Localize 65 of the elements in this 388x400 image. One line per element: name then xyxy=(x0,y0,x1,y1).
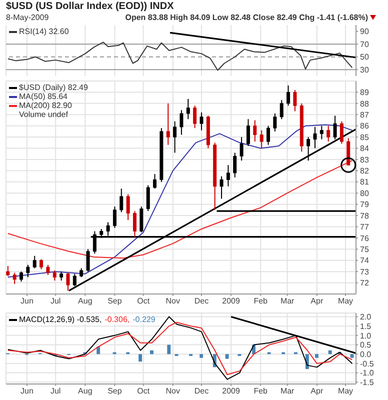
legend-label: RSI(14) 32.60 xyxy=(19,27,69,36)
y-tick-label: 73 xyxy=(360,267,370,276)
y-tick-label: 85 xyxy=(360,132,370,142)
y-tick-label: 82 xyxy=(360,166,370,176)
x-tick-label: Sep xyxy=(108,386,122,396)
x-tick-label: 2009 xyxy=(222,296,241,306)
x-tick-label: Feb xyxy=(254,296,268,306)
text: Open 83.88 High 84.09 Low 82.48 Close 82.49 Chg -1.41 (-1.68%) xyxy=(125,13,368,22)
x-tick-label: Feb xyxy=(254,386,268,396)
y-tick-label: -1.0 xyxy=(360,368,374,378)
y-tick-label: 75 xyxy=(360,245,370,254)
x-tick-label: Mar xyxy=(280,386,295,396)
x-tick-label: Jul xyxy=(50,296,61,306)
y-tick-label: 2.0 xyxy=(360,312,372,322)
y-tick-label: 77 xyxy=(360,222,370,232)
y-tick-label: 87 xyxy=(360,110,370,120)
x-tick-label: Dec xyxy=(194,296,209,306)
x-tick-label: Oct xyxy=(137,296,150,306)
x-tick-label: Nov xyxy=(166,386,180,396)
x-tick-label: Dec xyxy=(194,386,209,396)
series-label: -0.306, xyxy=(104,315,130,324)
y-tick-label: 90 xyxy=(360,27,370,36)
y-tick-label: 86 xyxy=(360,122,370,131)
chart-subtitle: 8-May-2009 xyxy=(6,13,49,22)
x-tick-label: 2009 xyxy=(222,386,241,396)
y-tick-label: 78 xyxy=(360,211,370,220)
y-tick-label: 1.5 xyxy=(360,322,372,331)
legend-label: $USD (Daily) 82.49 xyxy=(19,83,88,92)
y-tick-label: 30 xyxy=(360,65,370,74)
chart-title: $USD (US Dollar Index (EOD)) INDX xyxy=(6,1,174,12)
legend-label: MA(200) 82.90 xyxy=(19,101,72,110)
y-tick-label: 1.0 xyxy=(360,331,372,340)
x-tick-label: Jun xyxy=(20,386,34,396)
y-tick-label: 89 xyxy=(360,88,370,98)
x-tick-label: Apr xyxy=(310,296,324,306)
x-tick-label: Jun xyxy=(20,296,34,306)
y-tick-label: -1.5 xyxy=(360,378,374,387)
x-tick-label: Jul xyxy=(50,386,61,396)
x-tick-label: May xyxy=(338,296,354,306)
y-tick-label: 0.5 xyxy=(360,340,372,350)
x-tick-label: Sep xyxy=(108,296,122,306)
x-tick-label: Mar xyxy=(280,296,295,306)
x-tick-label: Apr xyxy=(310,386,324,396)
legend-label: MACD(12,26,9) -0.535, xyxy=(19,315,102,324)
legend-label: MA(50) 85.64 xyxy=(19,92,68,101)
x-tick-label: Aug xyxy=(78,386,92,396)
y-tick-label: 0.0 xyxy=(360,350,372,359)
y-tick-label: 88 xyxy=(360,99,370,108)
y-tick-label: 70 xyxy=(360,40,370,49)
y-tick-label: 74 xyxy=(360,256,370,266)
y-tick-label: 79 xyxy=(360,200,370,210)
y-tick-label: 81 xyxy=(360,178,370,187)
text: -0.229 xyxy=(132,315,156,324)
y-tick-label: -0.5 xyxy=(360,359,374,368)
x-tick-label: May xyxy=(338,386,354,396)
x-tick-label: Aug xyxy=(78,296,92,306)
x-tick-label: Oct xyxy=(137,386,150,396)
y-tick-label: 80 xyxy=(360,188,370,198)
y-tick-label: 50 xyxy=(360,52,370,62)
y-tick-label: 72 xyxy=(360,278,370,288)
y-tick-label: 84 xyxy=(360,144,370,154)
y-tick-label: 83 xyxy=(360,155,370,164)
annotation: Volume undef xyxy=(18,110,69,119)
y-tick-label: 76 xyxy=(360,234,370,243)
x-tick-label: Nov xyxy=(166,296,180,306)
